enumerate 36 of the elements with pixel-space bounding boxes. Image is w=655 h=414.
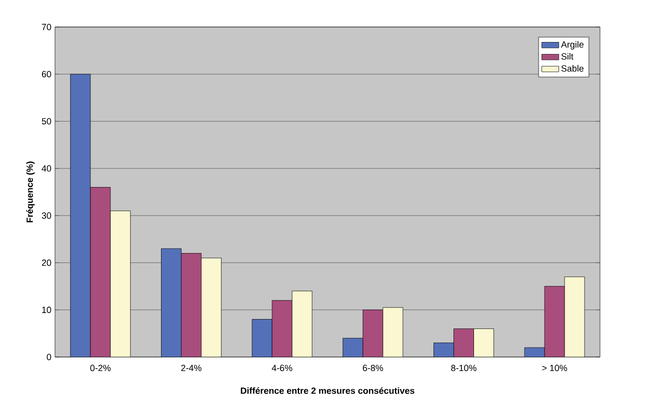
- x-tick-label: > 10%: [542, 364, 568, 372]
- bar: [70, 74, 90, 357]
- legend-label: Silt: [561, 53, 574, 60]
- bar: [362, 310, 384, 357]
- bar: [252, 319, 272, 357]
- bar: [181, 253, 202, 357]
- bar: [434, 342, 454, 357]
- y-tick-label: 10: [42, 306, 52, 314]
- y-tick-label: 70: [42, 24, 52, 30]
- legend-label: Argile: [561, 41, 584, 50]
- y-tick-label: 0: [46, 354, 52, 360]
- legend-label: Sable: [561, 65, 584, 72]
- bar: [110, 210, 130, 357]
- y-axis-title: Fréquence (%): [26, 162, 35, 222]
- x-axis-title: Différence entre 2 mesures consécutives: [240, 387, 414, 394]
- x-tick-label: 2-4%: [181, 364, 202, 372]
- x-tick-label: 6-8%: [362, 364, 384, 372]
- bar: [272, 300, 292, 357]
- y-tick-label: 40: [42, 165, 52, 172]
- bar: [544, 286, 565, 357]
- y-tick-label: 50: [42, 118, 52, 124]
- bar: [201, 258, 222, 357]
- x-tick-label: 4-6%: [272, 364, 292, 372]
- bar: [292, 290, 312, 357]
- bar: [342, 338, 364, 357]
- bar: [454, 328, 474, 357]
- bar: [564, 276, 585, 357]
- x-tick-label: 8-10%: [451, 364, 476, 372]
- x-tick-label: 0-2%: [90, 364, 111, 372]
- bar: [161, 248, 182, 357]
- y-tick-label: 60: [42, 70, 52, 78]
- y-tick-label: 20: [42, 260, 52, 266]
- bar: [474, 328, 494, 357]
- y-tick-label: 30: [42, 212, 52, 219]
- bar: [382, 307, 404, 357]
- bar: [90, 187, 110, 357]
